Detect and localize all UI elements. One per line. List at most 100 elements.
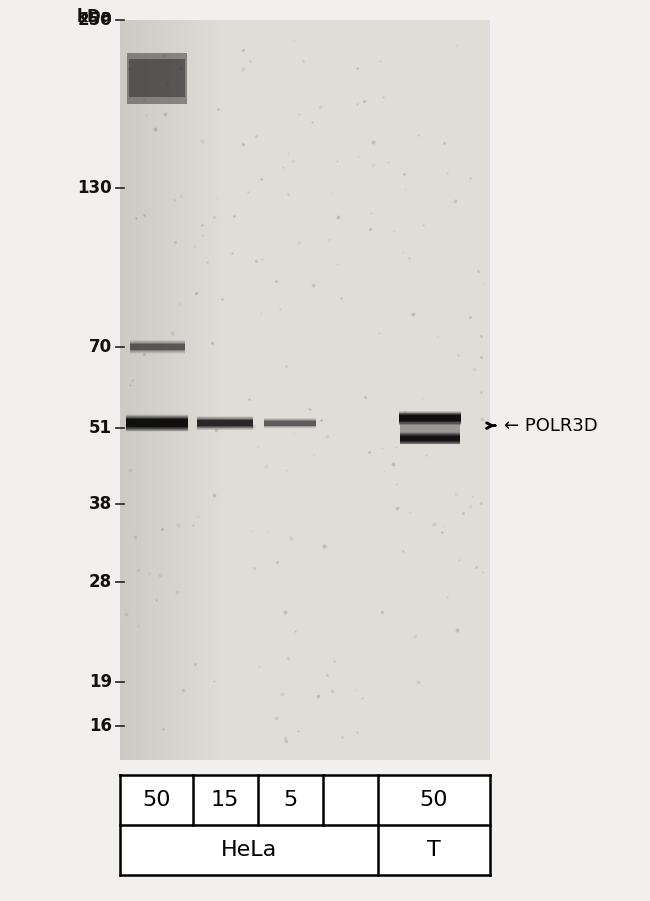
Bar: [126, 419, 188, 427]
Bar: [197, 420, 253, 426]
Bar: [203, 20, 490, 760]
Bar: [197, 416, 253, 430]
Bar: [197, 416, 253, 430]
Bar: [131, 20, 490, 760]
Bar: [264, 420, 316, 427]
Bar: [209, 20, 490, 760]
Bar: [126, 414, 188, 432]
Text: 70: 70: [89, 338, 112, 356]
Bar: [192, 20, 490, 760]
Bar: [197, 416, 253, 431]
Bar: [264, 419, 316, 427]
Bar: [264, 418, 316, 428]
Bar: [400, 432, 460, 445]
Text: 130: 130: [77, 179, 112, 197]
Bar: [153, 20, 490, 760]
Text: ← POLR3D: ← POLR3D: [504, 416, 598, 434]
Bar: [214, 20, 490, 760]
Bar: [400, 436, 460, 441]
Bar: [399, 414, 461, 422]
Bar: [197, 420, 253, 426]
Bar: [126, 418, 188, 428]
Text: 28: 28: [89, 573, 112, 591]
Bar: [159, 20, 490, 760]
Bar: [264, 421, 316, 425]
Text: kDa: kDa: [76, 8, 112, 26]
Bar: [399, 415, 461, 422]
Bar: [264, 418, 316, 428]
Bar: [129, 341, 185, 351]
Bar: [197, 417, 253, 429]
Bar: [264, 420, 316, 426]
Bar: [400, 435, 460, 441]
Bar: [142, 20, 490, 760]
Bar: [399, 411, 461, 425]
Bar: [197, 419, 253, 428]
Bar: [400, 434, 460, 442]
Text: 50: 50: [143, 790, 171, 810]
Bar: [399, 414, 461, 423]
Bar: [126, 418, 188, 428]
Text: 38: 38: [89, 495, 112, 513]
Bar: [197, 419, 253, 427]
Bar: [264, 418, 316, 429]
Bar: [400, 434, 460, 442]
Bar: [400, 435, 460, 441]
Bar: [120, 775, 490, 875]
Bar: [400, 434, 460, 442]
Bar: [129, 341, 185, 353]
Bar: [400, 433, 460, 443]
Bar: [129, 341, 185, 352]
Text: 16: 16: [89, 716, 112, 734]
Bar: [176, 20, 490, 760]
Bar: [126, 417, 188, 429]
Bar: [129, 342, 185, 351]
Text: 5: 5: [283, 790, 297, 810]
Bar: [399, 414, 461, 423]
Bar: [129, 344, 185, 350]
Bar: [400, 435, 460, 441]
Bar: [126, 416, 188, 430]
Bar: [197, 418, 253, 429]
Bar: [129, 343, 185, 350]
Bar: [264, 421, 316, 425]
Bar: [170, 20, 490, 760]
Bar: [164, 20, 490, 760]
Bar: [126, 415, 188, 431]
Text: 250: 250: [77, 11, 112, 29]
Bar: [129, 340, 185, 354]
Text: 19: 19: [89, 673, 112, 690]
Bar: [127, 53, 187, 105]
Bar: [399, 412, 461, 425]
Bar: [198, 20, 490, 760]
Bar: [136, 20, 490, 760]
Bar: [399, 413, 461, 424]
Bar: [226, 20, 490, 760]
Bar: [129, 341, 185, 352]
Bar: [129, 341, 185, 353]
Bar: [220, 20, 490, 760]
Bar: [197, 420, 253, 426]
Bar: [120, 20, 490, 760]
Bar: [399, 413, 461, 423]
Text: 51: 51: [89, 419, 112, 437]
Bar: [120, 20, 490, 760]
Bar: [126, 417, 188, 429]
Bar: [400, 423, 460, 443]
Bar: [129, 59, 185, 97]
Bar: [264, 419, 316, 427]
Bar: [187, 20, 490, 760]
Text: 50: 50: [420, 790, 448, 810]
Text: HeLa: HeLa: [221, 840, 277, 860]
Bar: [400, 433, 460, 443]
Bar: [181, 20, 490, 760]
Bar: [126, 416, 188, 430]
Bar: [129, 342, 185, 351]
Bar: [399, 414, 461, 422]
Bar: [126, 415, 188, 431]
Bar: [197, 418, 253, 428]
Bar: [399, 415, 461, 422]
Bar: [399, 412, 461, 424]
Bar: [148, 20, 490, 760]
Bar: [400, 432, 460, 444]
